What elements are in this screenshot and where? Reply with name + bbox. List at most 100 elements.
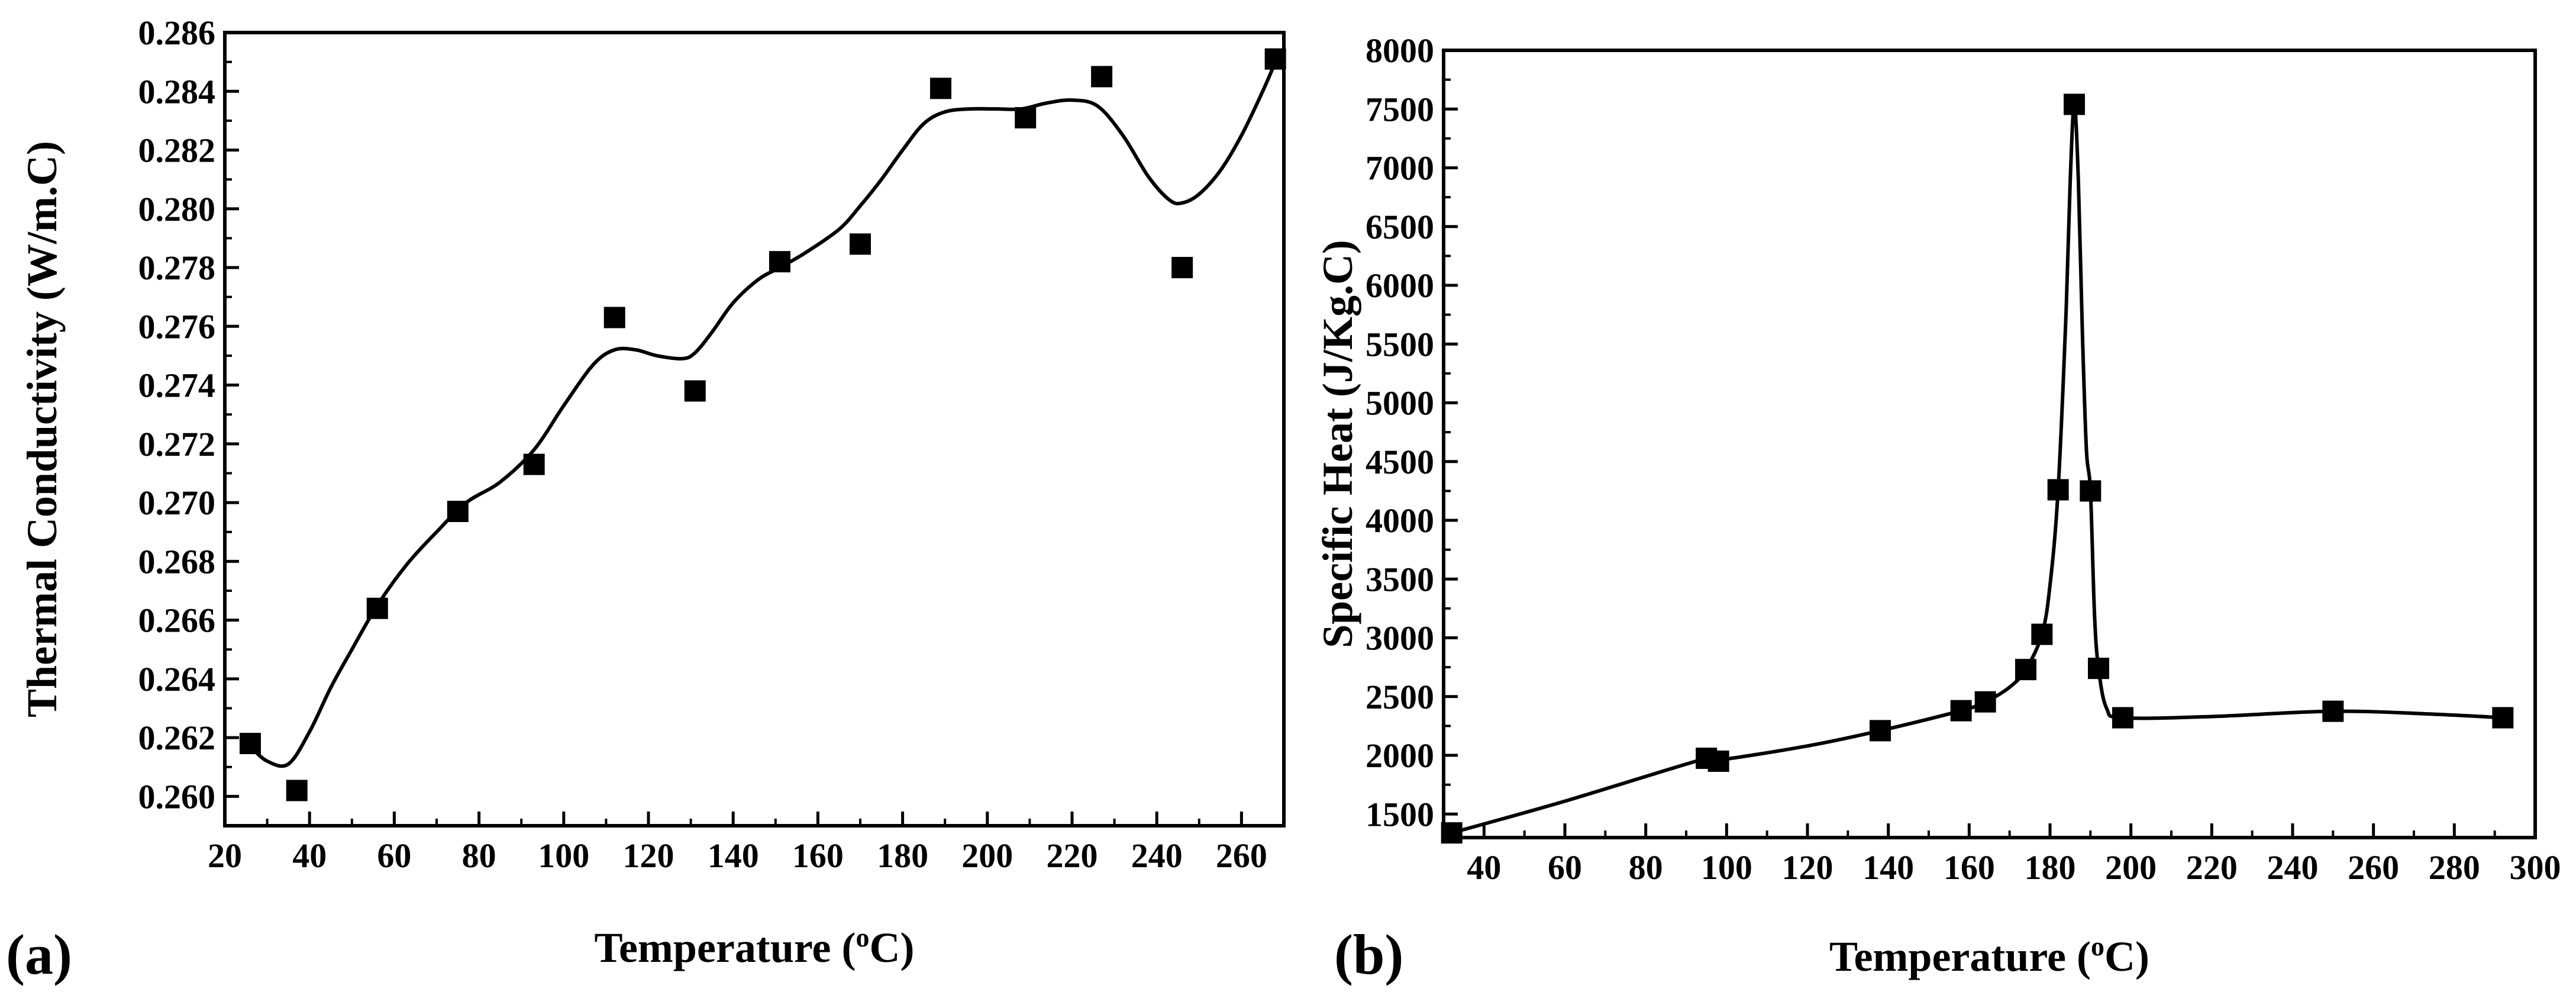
x-tick-label: 160 [1944, 848, 1995, 887]
chart-a: 20 40 60 80 100 120 140 160 180 200 220 240 260 0.260… [6, 14, 1286, 986]
chart-a-fit-curve-group [248, 61, 1277, 768]
data-point [1015, 107, 1037, 128]
data-point [2015, 659, 2036, 681]
x-tick-label: 220 [2186, 848, 2238, 887]
data-point [1091, 66, 1113, 88]
data-point [286, 780, 308, 801]
x-tick-label: 100 [538, 836, 589, 875]
x-tick-label: 240 [1131, 836, 1183, 875]
y-tick-label: 0.262 [138, 719, 216, 757]
y-tick-label: 8000 [1366, 31, 1434, 70]
x-tick-label: 60 [377, 836, 411, 875]
data-point [2112, 707, 2133, 729]
y-tick-label: 0.270 [138, 484, 216, 522]
y-tick-label: 2500 [1366, 678, 1434, 716]
data-point [1707, 750, 1729, 772]
data-point [1870, 720, 1891, 742]
data-point [603, 307, 625, 329]
data-point [366, 597, 388, 619]
y-tick-label: 0.276 [138, 307, 216, 346]
y-tick-label: 2000 [1366, 736, 1434, 775]
data-point [447, 500, 469, 522]
chart-a-x-axis-title-sup: o [856, 922, 869, 952]
x-tick-label: 240 [2267, 848, 2319, 887]
chart-b-y-axis-title: Specific Heat (J/Kg.C) [1314, 240, 1361, 648]
data-point [2492, 707, 2514, 729]
y-tick-label: 0.284 [138, 72, 216, 111]
y-tick-label: 3000 [1366, 619, 1434, 658]
x-tick-label: 180 [877, 836, 928, 875]
chart-b-plot-frame [1442, 49, 2537, 839]
data-point [2031, 623, 2053, 645]
data-point [2047, 479, 2069, 501]
x-tick-label: 140 [1862, 848, 1914, 887]
chart-a-x-axis-title: Temperature (oC) [595, 922, 915, 971]
y-tick-label: 4500 [1366, 443, 1434, 481]
x-tick-label: 220 [1047, 836, 1098, 875]
chart-a-plot-frame [223, 31, 1286, 828]
y-tick-label: 0.264 [138, 660, 216, 698]
y-tick-label: 7000 [1366, 149, 1434, 188]
x-tick-label: 80 [462, 836, 496, 875]
x-tick-label: 300 [2510, 848, 2561, 887]
data-point [1950, 700, 1972, 722]
data-point [2322, 700, 2344, 722]
chart-a-data-points [239, 48, 1286, 801]
x-tick-label: 280 [2429, 848, 2480, 887]
y-tick-label: 0.280 [138, 190, 216, 228]
y-tick-label: 1500 [1366, 795, 1434, 833]
chart-b-x-axis-title-sup: o [2091, 931, 2104, 961]
y-tick-label: 5000 [1366, 384, 1434, 423]
y-tick-label: 6500 [1366, 208, 1434, 246]
x-tick-label: 80 [1629, 848, 1663, 887]
chart-b: 40 60 80 100 120 140 160 180 200 220 240 260 280 300 1… [1314, 31, 2561, 986]
chart-b-panel-label: (b) [1334, 923, 1403, 986]
chart-b-fit-curve-group [1451, 102, 2503, 835]
data-point [1264, 48, 1286, 70]
chart-b-x-axis-title: Temperature (oC) [1829, 931, 2149, 980]
y-tick-label: 7500 [1366, 90, 1434, 128]
data-point [769, 251, 790, 273]
y-tick-label: 3500 [1366, 560, 1434, 598]
data-point [1171, 257, 1193, 279]
fit-curve [248, 61, 1277, 768]
y-tick-label: 4000 [1366, 501, 1434, 540]
chart-b-x-axis-title-main: Temperature ( [1829, 933, 2091, 980]
chart-b-x-axis-title-tail: C) [2104, 933, 2149, 980]
data-point [523, 453, 545, 475]
x-tick-label: 20 [208, 836, 242, 875]
chart-a-x-axis-title-main: Temperature ( [595, 924, 856, 971]
y-tick-label: 0.274 [138, 366, 216, 405]
chart-a-y-axis-title: Thermal Conductivity (W/m.C) [18, 141, 66, 717]
x-tick-label: 120 [1782, 848, 1833, 887]
y-tick-label: 0.278 [138, 249, 216, 287]
y-tick-label: 0.272 [138, 425, 216, 463]
x-tick-label: 140 [708, 836, 759, 875]
x-tick-label: 40 [292, 836, 327, 875]
chart-a-x-axis-title-tail: C) [869, 924, 914, 971]
data-point [2080, 480, 2102, 502]
y-tick-label: 0.282 [138, 131, 216, 170]
x-tick-label: 60 [1548, 848, 1582, 887]
data-point [2064, 94, 2085, 115]
chart-b-data-points [1441, 94, 2514, 844]
x-tick-label: 40 [1467, 848, 1501, 887]
data-point [1974, 691, 1996, 713]
y-tick-label: 5500 [1366, 325, 1434, 363]
data-point [850, 233, 871, 255]
data-point [684, 380, 706, 402]
y-tick-label: 0.266 [138, 601, 216, 640]
x-tick-label: 180 [2025, 848, 2076, 887]
x-tick-label: 120 [623, 836, 674, 875]
x-tick-label: 200 [2105, 848, 2157, 887]
y-tick-label: 0.260 [138, 777, 216, 816]
chart-a-panel-label: (a) [6, 923, 72, 986]
data-point [930, 78, 952, 99]
chart-a-ticks: 20 40 60 80 100 120 140 160 180 200 220 240 260 0.260… [138, 14, 1267, 875]
data-point [1441, 822, 1463, 844]
y-tick-label: 0.268 [138, 542, 216, 581]
x-tick-label: 160 [792, 836, 844, 875]
x-tick-label: 260 [1216, 836, 1267, 875]
y-tick-label: 6000 [1366, 266, 1434, 305]
